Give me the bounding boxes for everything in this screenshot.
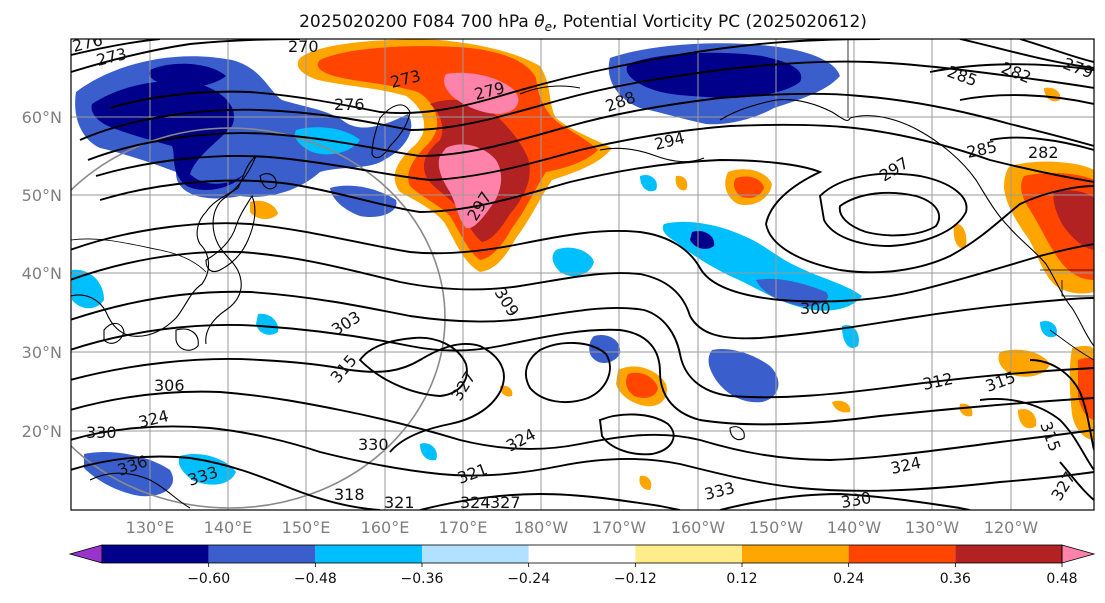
contour-label: 318 (334, 485, 365, 504)
lat-label: 30°N (22, 343, 62, 362)
colorbar: −0.60 −0.48 −0.36 −0.24 −0.12 0.12 0.24 0.36 0.4… (68, 544, 1096, 587)
colorbar-bin (848, 545, 956, 563)
contour-label: 330 (358, 435, 389, 454)
theta-e-contours (71, 39, 1094, 510)
colorbar-bin (315, 545, 422, 563)
lat-label: 40°N (22, 264, 62, 283)
colorbar-tick-label: 0.36 (940, 571, 971, 587)
colorbar-bin (635, 545, 742, 563)
colorbar-tick-label: −0.48 (294, 571, 337, 587)
colorbar-bin (208, 545, 316, 563)
lon-label: 130°E (126, 518, 175, 537)
lon-label: 150°E (282, 518, 331, 537)
contour-label: 282 (1028, 143, 1059, 162)
longitude-labels: 130°E 140°E 150°E 160°E 170°E 180°W 170°… (126, 518, 1039, 537)
colorbar-extend-min (68, 544, 103, 564)
colorbar-tick-label: −0.12 (614, 571, 657, 587)
colorbar-bin (102, 545, 209, 563)
contour-label: 324 (460, 493, 491, 512)
colorbar-bin (955, 545, 1062, 563)
colorbar-tick-label: 0.24 (833, 571, 864, 587)
contour-label: 330 (839, 488, 872, 512)
colorbar-extend-max (1061, 544, 1096, 564)
lon-label: 140°W (827, 518, 882, 537)
contour-label: 327 (490, 493, 521, 512)
lon-label: 120°W (984, 518, 1039, 537)
lon-label: 170°E (439, 518, 488, 537)
colorbar-tick-label: 0.12 (726, 571, 757, 587)
map-panel: 276 273 270 273 279 276 288 294 285 282 … (71, 37, 1094, 512)
contour-label: 306 (154, 376, 185, 395)
range-ring (71, 127, 446, 509)
colorbar-tick-label: −0.24 (507, 571, 550, 587)
contour-label: 321 (384, 493, 415, 512)
contour-label: 276 (334, 95, 365, 114)
contour-label: 300 (800, 299, 831, 318)
colorbar-outline (101, 544, 1063, 564)
lon-label: 180°W (514, 518, 569, 537)
coastlines (71, 85, 1094, 509)
lat-lon-grid (71, 39, 1094, 510)
colorbar-bin (528, 545, 636, 563)
map-title: 2025020200 F084 700 hPa θe, Potential Vo… (299, 12, 867, 34)
lat-label: 50°N (22, 186, 62, 205)
lon-label: 130°W (905, 518, 960, 537)
lon-label: 170°W (592, 518, 647, 537)
colorbar-bin (422, 545, 529, 563)
contour-label: 270 (288, 37, 319, 56)
contour-label: 330 (86, 423, 117, 442)
map-frame (70, 38, 1095, 511)
lat-label: 60°N (22, 108, 62, 127)
latitude-labels: 60°N 50°N 40°N 30°N 20°N (22, 108, 62, 441)
political-borders (71, 39, 1094, 361)
colorbar-tick-label: −0.60 (187, 571, 230, 587)
lon-label: 160°E (361, 518, 410, 537)
lon-label: 140°E (204, 518, 253, 537)
colorbar-bin (742, 545, 849, 563)
lat-label: 20°N (22, 422, 62, 441)
colorbar-tick-label: 0.48 (1046, 571, 1077, 587)
colorbar-tick-label: −0.36 (401, 571, 444, 587)
lon-label: 160°W (671, 518, 726, 537)
lon-label: 150°W (749, 518, 804, 537)
